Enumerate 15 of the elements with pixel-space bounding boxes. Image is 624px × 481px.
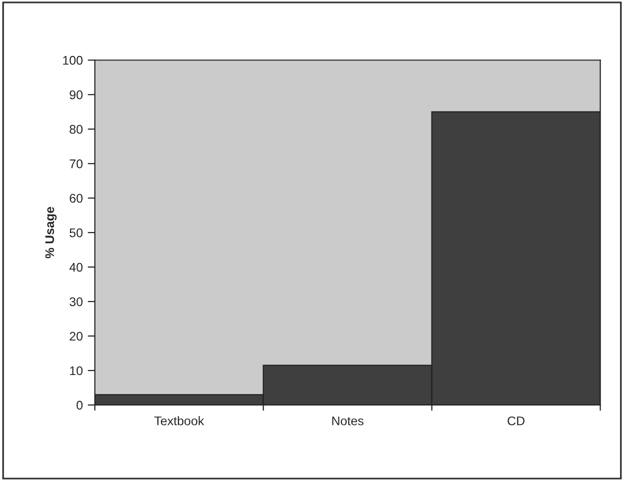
y-tick-label: 0 [76,400,83,410]
y-tick-label: 90 [70,90,83,100]
y-tick-label: 30 [70,297,83,306]
y-tick-label: 40 [69,262,83,272]
y-tick-label: 20 [70,332,83,341]
y-axis-title: % Usage [45,206,57,258]
x-tick-label: Textbook [154,416,204,426]
y-tick-label: 10 [70,366,83,376]
y-tick-label: 60 [70,194,83,203]
y-tick-label: 100 [63,56,83,65]
y-tick-label: 70 [70,159,83,168]
x-tick-label: Notes [332,416,364,426]
y-tick-label: 50 [70,228,83,238]
x-tick-label: CD [508,416,524,426]
y-tick-label: 80 [70,124,83,134]
